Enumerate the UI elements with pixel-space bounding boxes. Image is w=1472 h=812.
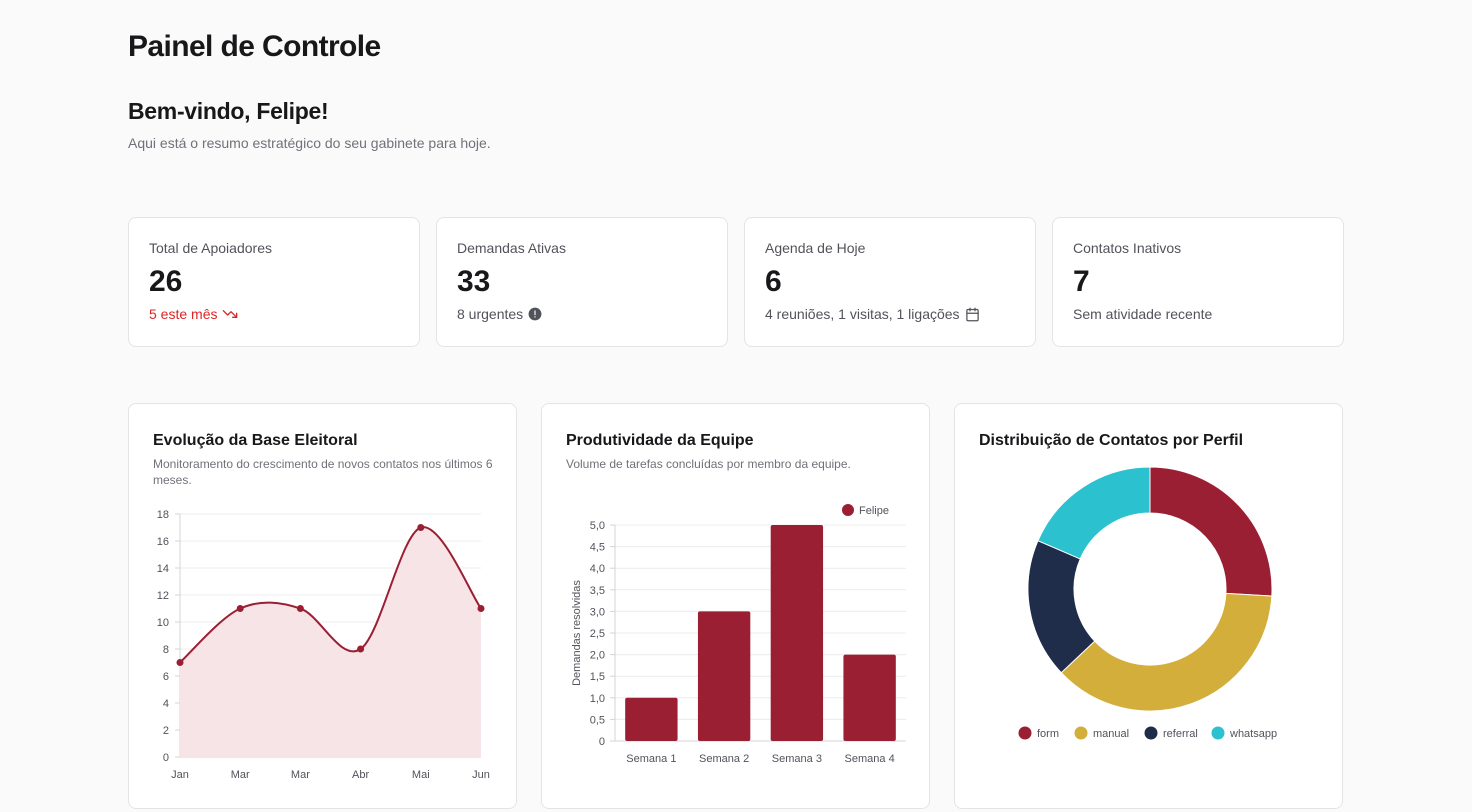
- x-tick-label: Semana 4: [845, 753, 895, 765]
- stat-card-demands: Demandas Ativas 33 8 urgentes: [436, 217, 728, 347]
- legend-label: Felipe: [859, 505, 889, 517]
- chart-title: Produtividade da Equipe: [566, 432, 754, 449]
- legend-swatch: [1018, 726, 1032, 740]
- stat-value: 26: [149, 265, 183, 298]
- chart-title: Distribuição de Contatos por Perfil: [979, 432, 1244, 449]
- stat-label: Agenda de Hoje: [765, 240, 866, 256]
- chart-card-growth: Evolução da Base Eleitoral Monitoramento…: [128, 403, 517, 809]
- legend-swatch: [842, 504, 854, 516]
- productivity-bar-chart: 0 0,5 1,0 1,5 2,0 2,5 3,0 3,5 4,0 4,5 5,0 Demandas …: [571, 504, 906, 765]
- bar: [843, 654, 896, 741]
- page-title: Painel de Controle: [128, 30, 381, 63]
- y-tick-label: 0: [599, 736, 605, 748]
- data-point: [296, 605, 304, 612]
- stat-value: 7: [1073, 265, 1090, 298]
- y-axis-label: Demandas resolvidas: [571, 580, 583, 686]
- x-tick-label: Mar: [231, 769, 250, 781]
- donut-slice: [1060, 592, 1273, 712]
- chart-subtitle: Monitoramento do crescimento de novos co…: [153, 457, 493, 487]
- y-tick-label: 1,5: [590, 671, 605, 683]
- y-tick-label: 4,0: [590, 563, 605, 575]
- legend-label: form: [1037, 728, 1059, 740]
- legend-swatch: [1144, 726, 1158, 740]
- legend-label: whatsapp: [1229, 728, 1277, 740]
- bar: [770, 525, 824, 741]
- y-tick-label: 1,0: [590, 693, 605, 705]
- stat-note: 4 reuniões, 1 visitas, 1 ligações: [765, 306, 1015, 322]
- data-point: [417, 524, 425, 531]
- stat-card-inactive: Contatos Inativos 7 Sem atividade recent…: [1052, 217, 1344, 347]
- x-tick-label: Semana 3: [772, 753, 822, 765]
- y-tick-label: 2: [163, 725, 169, 737]
- x-tick-label: Mai: [412, 769, 430, 781]
- y-tick-label: 3,5: [590, 585, 605, 597]
- area-fill: [180, 527, 481, 757]
- x-tick-label: Semana 1: [626, 753, 676, 765]
- alert-circle-icon: [528, 307, 542, 321]
- stat-label: Contatos Inativos: [1073, 240, 1182, 256]
- y-tick-label: 10: [157, 617, 169, 629]
- calendar-icon: [965, 307, 979, 321]
- bar: [625, 697, 678, 741]
- stat-card-agenda: Agenda de Hoje 6 4 reuniões, 1 visitas, …: [744, 217, 1036, 347]
- y-tick-label: 0: [163, 752, 169, 764]
- stat-note: Sem atividade recente: [1073, 306, 1323, 322]
- chart-subtitle: Volume de tarefas concluídas por membro …: [566, 457, 851, 471]
- x-tick-label: Mar: [291, 769, 310, 781]
- stat-note-text: 5 este mês: [149, 306, 218, 322]
- data-point: [176, 659, 184, 666]
- donut-slice: [1149, 466, 1273, 597]
- y-tick-label: 4,5: [590, 542, 605, 554]
- chart-title: Evolução da Base Eleitoral: [153, 432, 358, 449]
- x-tick-label: Jun: [472, 769, 490, 781]
- stat-note-text: Sem atividade recente: [1073, 306, 1213, 322]
- x-tick-label: Jan: [171, 769, 189, 781]
- stat-note-text: 8 urgentes: [457, 306, 524, 322]
- y-tick-label: 12: [157, 590, 169, 602]
- stat-value: 6: [765, 265, 782, 298]
- bar: [697, 611, 751, 741]
- legend-label: referral: [1163, 728, 1198, 740]
- growth-area-chart: 0 2 4 6 8 10 12 14 16 18 Jan Mar Mar Abr Mai Jun: [157, 509, 490, 781]
- chart-card-distribution: Distribuição de Contatos por Perfil form…: [954, 403, 1343, 809]
- distribution-donut-chart: form manual referral whatsapp: [1018, 466, 1277, 740]
- legend-swatch: [1211, 726, 1225, 740]
- stat-label: Total de Apoiadores: [149, 240, 272, 256]
- y-tick-label: 5,0: [590, 520, 605, 532]
- y-tick-label: 14: [157, 563, 169, 575]
- y-tick-label: 2,0: [590, 650, 605, 662]
- y-tick-label: 3,0: [590, 606, 605, 618]
- y-tick-label: 18: [157, 509, 169, 521]
- legend-label: manual: [1093, 728, 1129, 740]
- welcome-subtitle: Aqui está o resumo estratégico do seu ga…: [128, 135, 491, 151]
- stat-note-text: 4 reuniões, 1 visitas, 1 ligações: [765, 306, 960, 322]
- y-tick-label: 2,5: [590, 628, 605, 640]
- chart-card-productivity: Produtividade da Equipe Volume de tarefa…: [541, 403, 930, 809]
- welcome-title: Bem-vindo, Felipe!: [128, 98, 329, 124]
- donut-slice: [1037, 466, 1151, 560]
- stat-note: 8 urgentes: [457, 306, 707, 322]
- y-tick-label: 6: [163, 671, 169, 683]
- data-point: [477, 605, 485, 612]
- stat-label: Demandas Ativas: [457, 240, 566, 256]
- y-tick-label: 4: [163, 698, 169, 710]
- trending-down-icon: [223, 310, 238, 318]
- legend-swatch: [1074, 726, 1088, 740]
- stat-note: 5 este mês: [149, 306, 399, 322]
- data-point: [357, 645, 365, 653]
- stat-card-supporters: Total de Apoiadores 26 5 este mês: [128, 217, 420, 347]
- stat-value: 33: [457, 265, 491, 298]
- data-point: [236, 605, 244, 612]
- x-tick-label: Semana 2: [699, 753, 749, 765]
- x-tick-label: Abr: [352, 769, 369, 781]
- y-tick-label: 0,5: [590, 714, 605, 726]
- y-tick-label: 16: [157, 536, 169, 548]
- y-tick-label: 8: [163, 644, 169, 656]
- series-line: [179, 526, 482, 664]
